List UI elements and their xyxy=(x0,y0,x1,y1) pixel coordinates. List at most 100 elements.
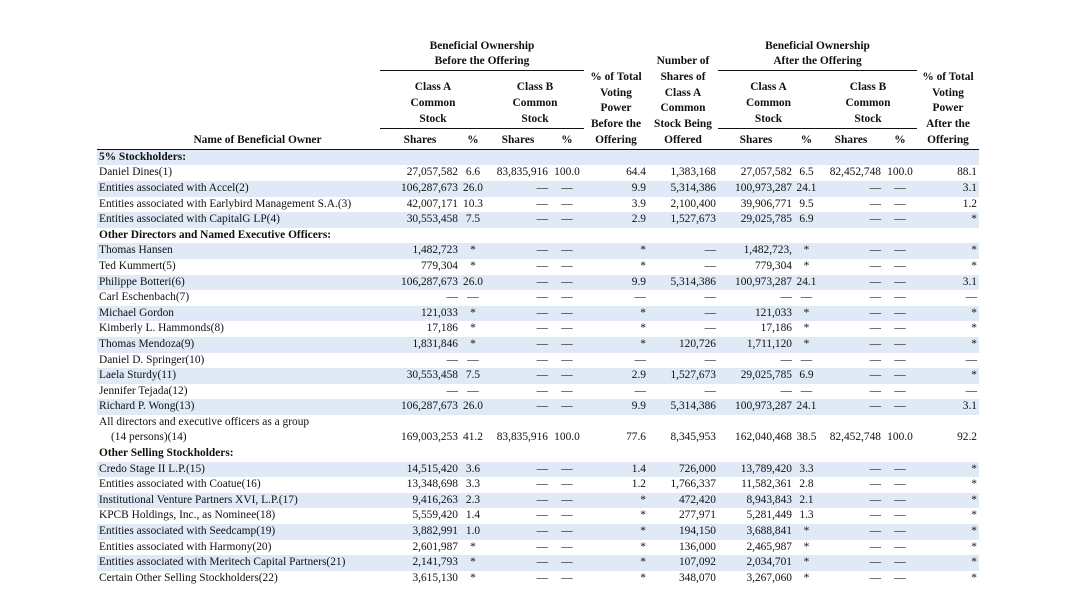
cell-value: — xyxy=(550,555,584,571)
class-header: Class A Common Stock xyxy=(380,70,486,129)
cell-value: — xyxy=(869,322,881,335)
cell-value: 88.1 xyxy=(957,166,977,179)
table-row: Laela Sturdy(11) 30,553,458 7.5— —2.9 1,527,… xyxy=(97,368,979,384)
cell-value: — xyxy=(894,384,906,397)
table-row: KPCB Holdings, Inc., as Nominee(18) 5,559… xyxy=(97,508,979,524)
cell-value: * xyxy=(917,305,979,322)
table-row: Certain Other Selling Stockholders(22) 3,… xyxy=(97,571,979,587)
owner-name: Daniel Dines(1) xyxy=(99,166,173,179)
cell-value: 5,559,420 xyxy=(412,509,458,522)
cell-value: — xyxy=(869,478,881,491)
cell-value: — xyxy=(550,524,584,540)
table-body: 5% Stockholders: Daniel Dines(1) 27,057,58… xyxy=(97,149,979,586)
sub-header: Shares xyxy=(486,128,550,150)
cell-value: 1.3 xyxy=(799,509,814,522)
cell-value: — xyxy=(883,274,917,291)
cell-value: 17,186 xyxy=(426,322,458,335)
cell-value: 30,553,458 xyxy=(380,368,460,384)
cell-value: 6.9 xyxy=(794,212,819,228)
cell-value: — xyxy=(550,212,584,228)
owner-name: Entities associated with Meritech Capita… xyxy=(97,555,380,571)
cell-value: — xyxy=(894,197,906,210)
cell-value: * xyxy=(794,305,819,322)
cell-value: 10.3 xyxy=(463,197,483,210)
cell-value: 38.5 xyxy=(796,431,817,444)
table-row: All directors and executive officers as … xyxy=(97,415,979,431)
table-row: Institutional Venture Partners XVI, L.P.… xyxy=(97,492,979,509)
cell-value: — xyxy=(883,492,917,509)
cell-value: * xyxy=(917,243,979,259)
owner-name: Richard P. Wong(13) xyxy=(97,399,380,415)
table-row: Entities associated with Meritech Capita… xyxy=(97,555,979,571)
cell-value: — xyxy=(869,353,881,366)
cell-value: — xyxy=(446,291,458,304)
cell-value: * xyxy=(917,461,979,478)
cell-value: — xyxy=(486,399,550,415)
cell-value: * xyxy=(917,368,979,384)
cell-value: — xyxy=(550,274,584,291)
owner-name: Credo Stage II L.P.(15) xyxy=(97,461,380,478)
cell-value: — xyxy=(536,197,548,210)
cell-value: 7.5 xyxy=(460,212,486,228)
cell-value: 92.2 xyxy=(957,431,977,444)
empty-cell xyxy=(819,415,883,431)
cell-value: * xyxy=(584,524,648,540)
cell-value: 64.4 xyxy=(626,166,646,179)
cell-value: 169,003,253 xyxy=(401,431,458,444)
cell-value: 9.9 xyxy=(584,399,648,415)
cell-value: * xyxy=(584,243,648,259)
cell-value: * xyxy=(470,259,476,272)
cell-value: — xyxy=(869,259,881,272)
cell-value: 2,034,701 xyxy=(718,555,794,571)
cell-value: — xyxy=(819,180,883,197)
cell-value: * xyxy=(917,336,979,353)
cell-value: — xyxy=(894,291,906,304)
empty-cell xyxy=(486,415,550,431)
cell-value: 3.3 xyxy=(465,478,481,491)
cell-value: 9,416,263 xyxy=(380,492,460,509)
cell-value: * xyxy=(584,336,648,353)
empty-cell xyxy=(550,415,584,431)
cell-value: 30,553,458 xyxy=(380,212,460,228)
cell-value: — xyxy=(550,492,584,509)
cell-value: * xyxy=(971,322,977,335)
section-row: Other Selling Stockholders: xyxy=(97,446,979,462)
cell-value: — xyxy=(965,291,977,304)
cell-value: — xyxy=(869,571,881,584)
cell-value: — xyxy=(704,291,716,304)
cell-value: — xyxy=(883,212,917,228)
cell-value: 77.6 xyxy=(626,431,646,444)
table-row: Credo Stage II L.P.(15) 14,515,420 3.6— —1.… xyxy=(97,461,979,478)
cell-value: 1.4 xyxy=(465,509,481,522)
ownership-table-wrap: Name of Beneficial Owner Beneficial Owne… xyxy=(97,38,979,586)
cell-value: — xyxy=(894,509,906,522)
cell-value: 2.9 xyxy=(584,212,648,228)
cell-value: * xyxy=(584,492,648,509)
cell-value: * xyxy=(803,571,810,584)
table-row: Daniel D. Springer(10) — — — — — — — — — — — xyxy=(97,353,979,369)
cell-value: * xyxy=(460,336,486,353)
cell-value: — xyxy=(561,571,573,584)
cell-value: — xyxy=(561,197,573,210)
cell-value: 26.0 xyxy=(460,180,486,197)
cell-value: — xyxy=(883,555,917,571)
cell-value: — xyxy=(819,555,883,571)
cell-value: — xyxy=(704,353,716,366)
cell-value: 2.9 xyxy=(584,368,648,384)
cell-value: — xyxy=(486,180,550,197)
cell-value: — xyxy=(536,291,548,304)
cell-value: * xyxy=(803,259,810,272)
owner-name-cont: (14 persons)(14) xyxy=(111,431,187,444)
class-header: Class B Common Stock xyxy=(486,70,584,129)
ownership-table: Name of Beneficial Owner Beneficial Owne… xyxy=(97,38,979,586)
cell-value: 26.0 xyxy=(460,399,486,415)
cell-value: — xyxy=(894,353,906,366)
cell-value: — xyxy=(648,305,718,322)
cell-value: * xyxy=(640,509,646,522)
empty-cell xyxy=(460,415,486,431)
cell-value: — xyxy=(561,509,573,522)
cell-value: — xyxy=(883,180,917,197)
owner-name: Thomas Mendoza(9) xyxy=(97,336,380,353)
cell-value: — xyxy=(883,524,917,540)
cell-value: * xyxy=(460,555,486,571)
